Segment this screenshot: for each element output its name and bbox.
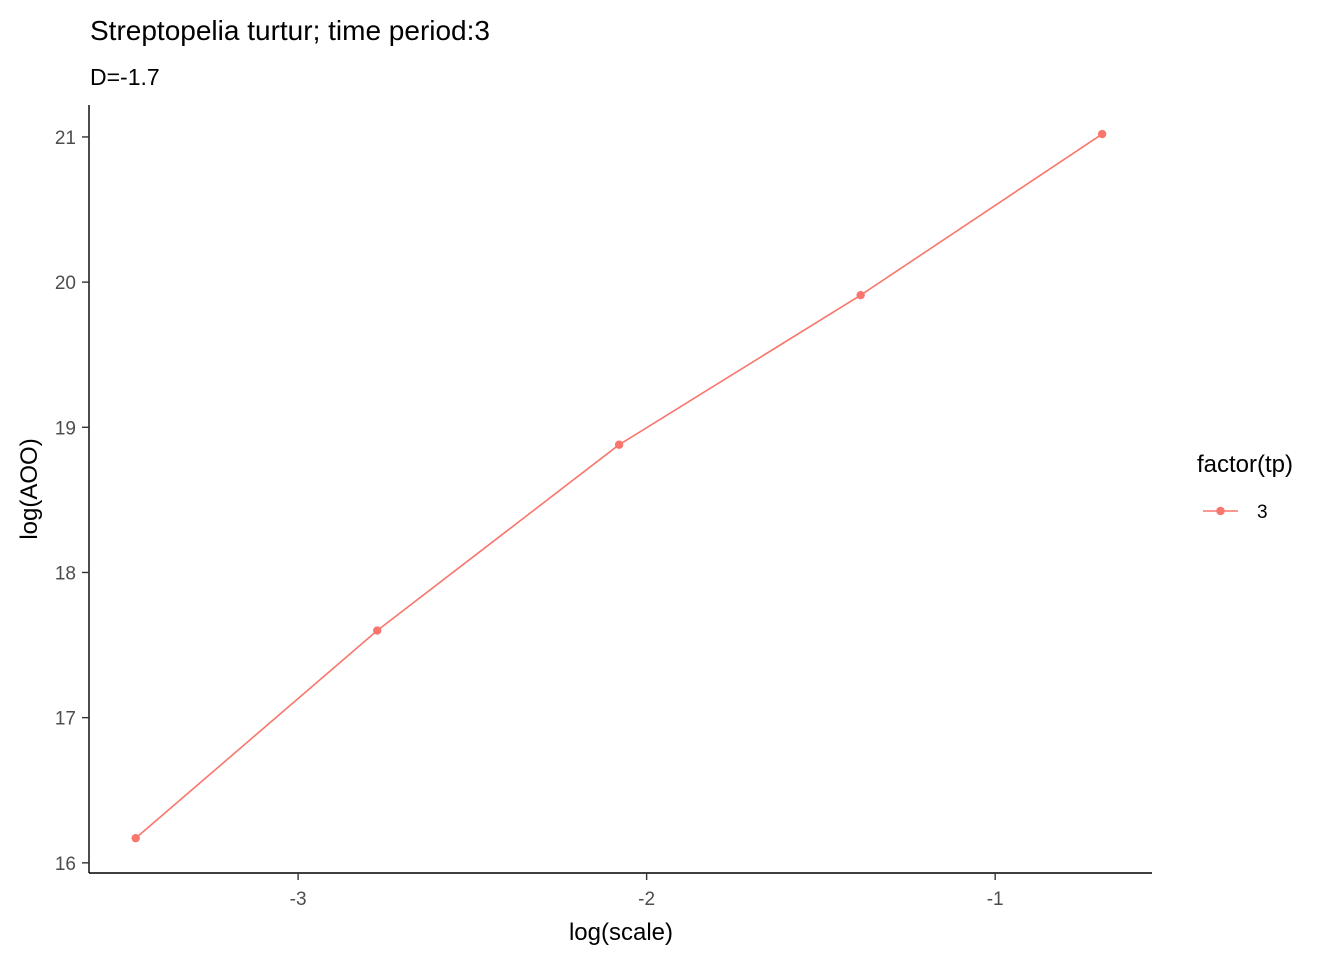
- y-tick-label: 21: [55, 128, 76, 149]
- chart-subtitle: D=-1.7: [90, 64, 160, 90]
- legend-title: factor(tp): [1197, 451, 1293, 478]
- x-tick-label: -2: [638, 889, 655, 910]
- legend-label: 3: [1257, 502, 1268, 523]
- x-axis-title: log(scale): [569, 919, 673, 946]
- y-tick-label: 20: [55, 273, 76, 294]
- data-point: [131, 833, 140, 843]
- x-axis-ticks: -3 -2 -1: [290, 873, 1004, 910]
- x-tick-label: -1: [987, 889, 1004, 910]
- y-axis-title: log(AOO): [16, 438, 43, 539]
- y-tick-label: 16: [55, 854, 76, 875]
- data-point: [373, 626, 382, 635]
- data-point: [614, 440, 624, 449]
- x-tick-label: -3: [290, 889, 307, 910]
- y-tick-label: 19: [55, 418, 76, 439]
- legend-keys: 3: [1203, 502, 1268, 523]
- y-tick-label: 18: [55, 563, 76, 584]
- series-line: [135, 133, 1103, 839]
- chart-title: Streptopelia turtur; time period:3: [90, 15, 490, 46]
- y-axis-ticks: 16 17 18 19 20 21: [55, 128, 89, 875]
- legend-key-point: [1216, 506, 1225, 516]
- data-point: [856, 290, 865, 300]
- data-point: [1097, 129, 1107, 139]
- legend: factor(tp) 3: [1197, 451, 1293, 523]
- plot-area: [131, 129, 1107, 843]
- y-tick-label: 17: [55, 709, 76, 730]
